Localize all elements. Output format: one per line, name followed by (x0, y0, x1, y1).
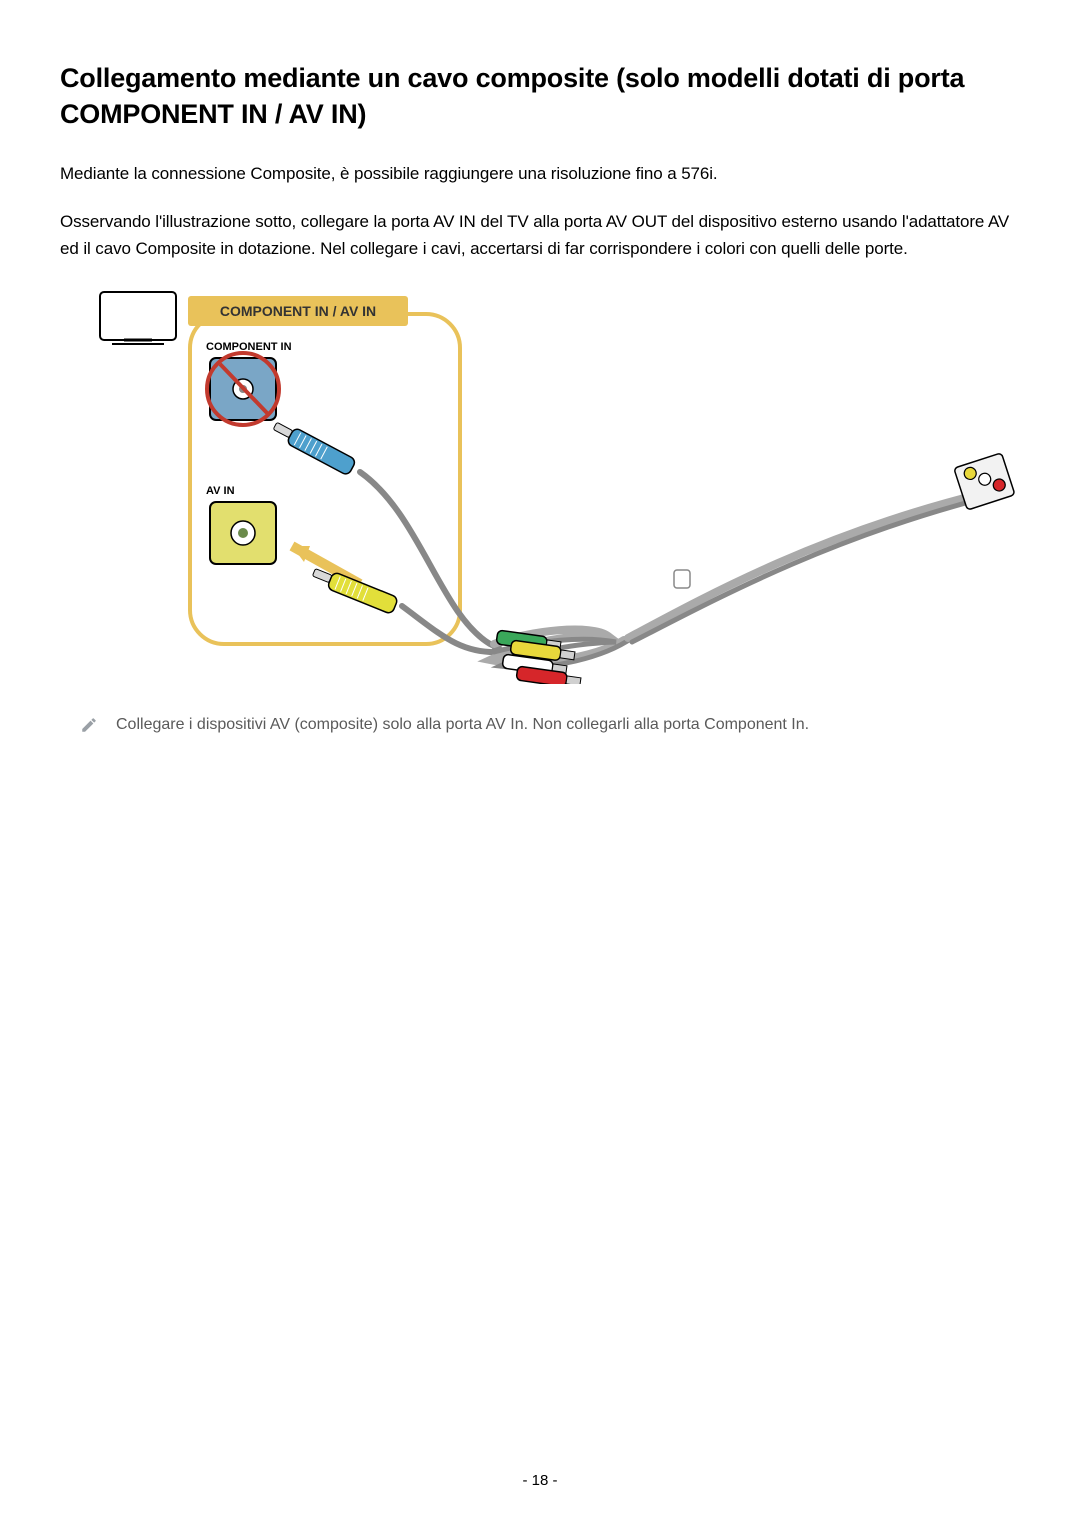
note-row: Collegare i dispositivi AV (composite) s… (80, 714, 1020, 736)
section-heading: Collegamento mediante un cavo composite … (60, 60, 1020, 133)
body-paragraph: Osservando l'illustrazione sotto, colleg… (60, 209, 1020, 262)
page-number: - 18 - (0, 1472, 1080, 1489)
av-in-label: AV IN (206, 485, 235, 497)
intro-paragraph: Mediante la connessione Composite, è pos… (60, 161, 1020, 187)
port-box: COMPONENT IN / AV IN COMPONENT IN AV IN (188, 296, 460, 644)
tv-icon (100, 292, 176, 344)
connection-diagram: COMPONENT IN / AV IN COMPONENT IN AV IN (60, 284, 1020, 684)
note-text: Collegare i dispositivi AV (composite) s… (116, 714, 809, 736)
header-label: COMPONENT IN / AV IN (220, 303, 376, 319)
pencil-icon (80, 716, 98, 734)
component-in-label: COMPONENT IN (206, 341, 292, 353)
